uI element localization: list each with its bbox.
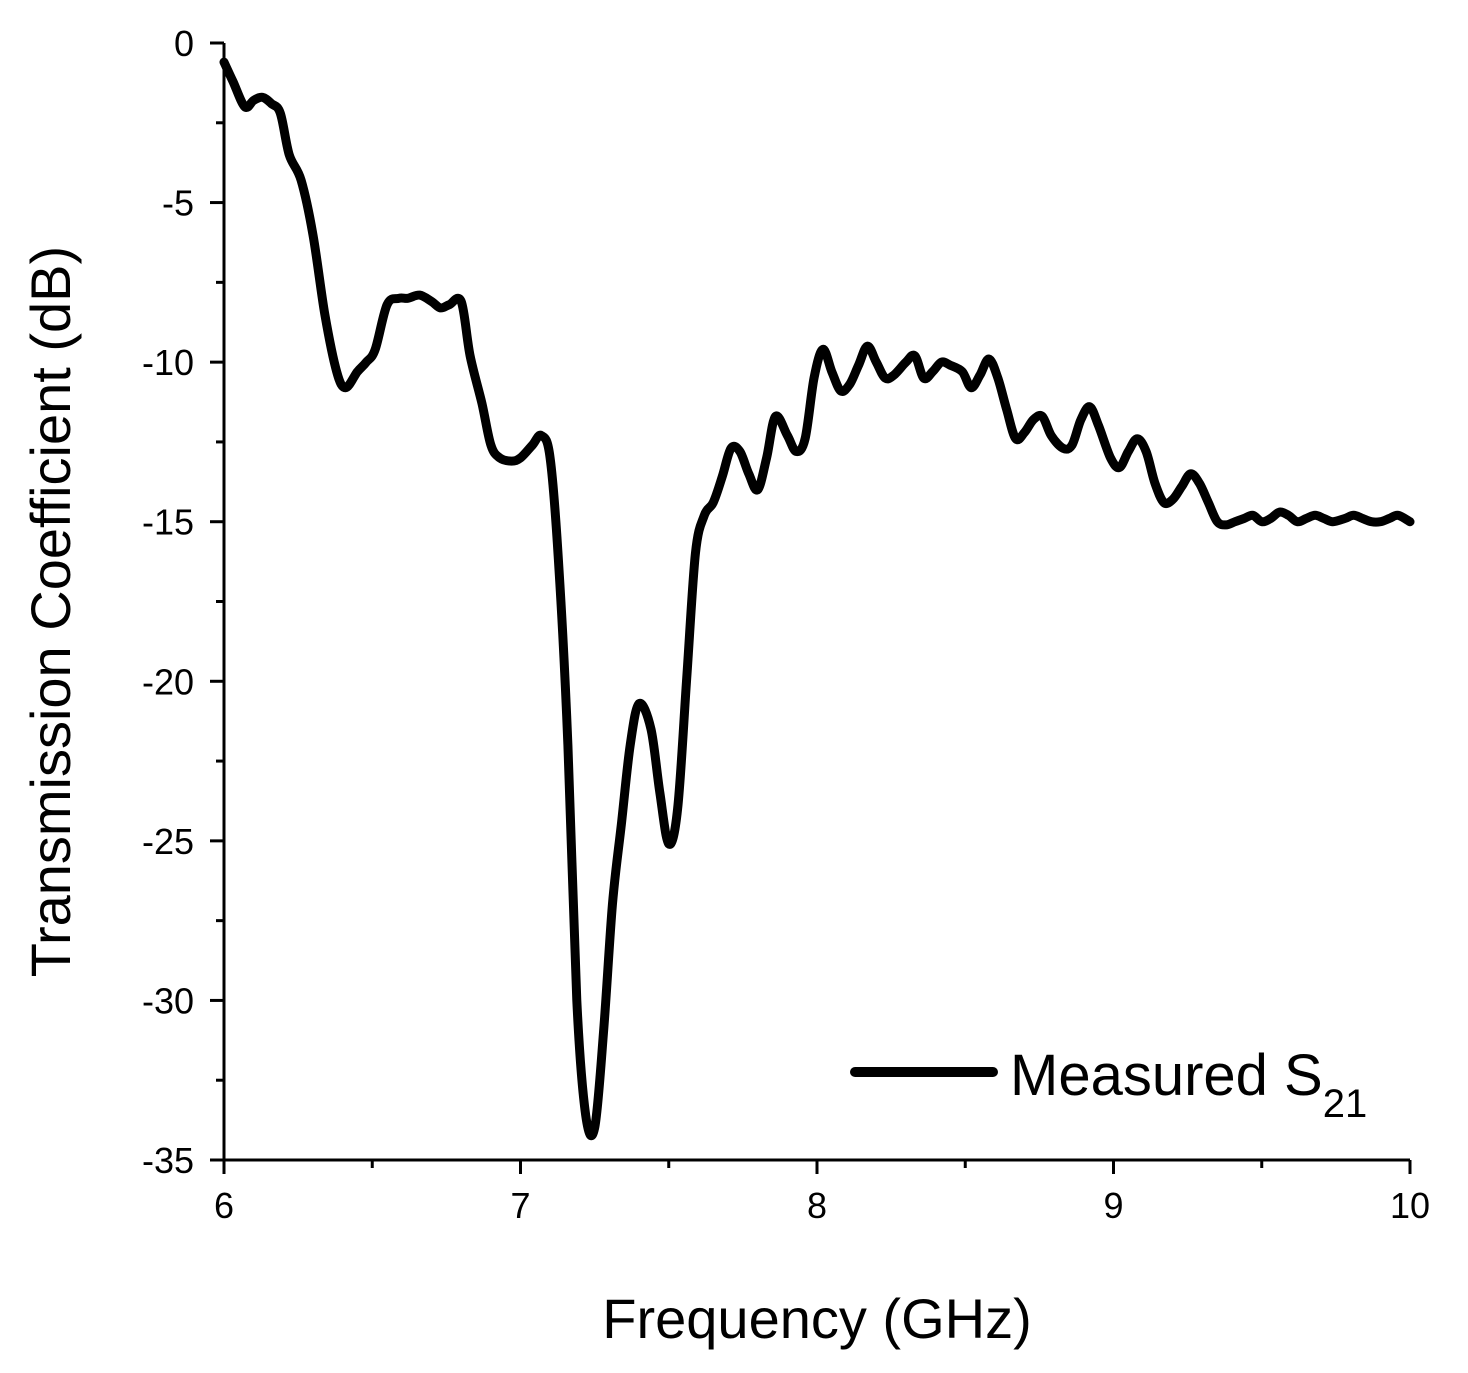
y-tick-label: -5 — [162, 183, 194, 224]
x-tick-label: 7 — [510, 1185, 530, 1226]
legend-label-main: Measured S — [1010, 1043, 1323, 1108]
y-axis-ticks: 0 -5 -10 -15 -20 -25 -30 -35 — [142, 23, 224, 1181]
x-tick-label: 8 — [807, 1185, 827, 1226]
y-tick-label: -10 — [142, 342, 194, 383]
x-tick-label: 10 — [1390, 1185, 1430, 1226]
y-tick-label: -35 — [142, 1140, 194, 1181]
legend: Measured S21 — [850, 1043, 1367, 1126]
legend-label-subscript: 21 — [1323, 1082, 1368, 1126]
y-tick-label: -30 — [142, 980, 194, 1021]
y-tick-label: -20 — [142, 661, 194, 702]
y-tick-label: -15 — [142, 502, 194, 543]
x-axis-title: Frequency (GHz) — [602, 1287, 1031, 1350]
legend-label: Measured S21 — [1010, 1043, 1367, 1126]
y-axis-title: Transmission Coefficient (dB) — [19, 246, 82, 977]
y-tick-label: 0 — [174, 23, 194, 64]
x-tick-label: 6 — [214, 1185, 234, 1226]
x-tick-label: 9 — [1103, 1185, 1123, 1226]
x-axis-ticks: 6 7 8 9 10 — [214, 1160, 1430, 1226]
y-tick-label: -25 — [142, 821, 194, 862]
series-line-measured-s21 — [219, 57, 1415, 1141]
